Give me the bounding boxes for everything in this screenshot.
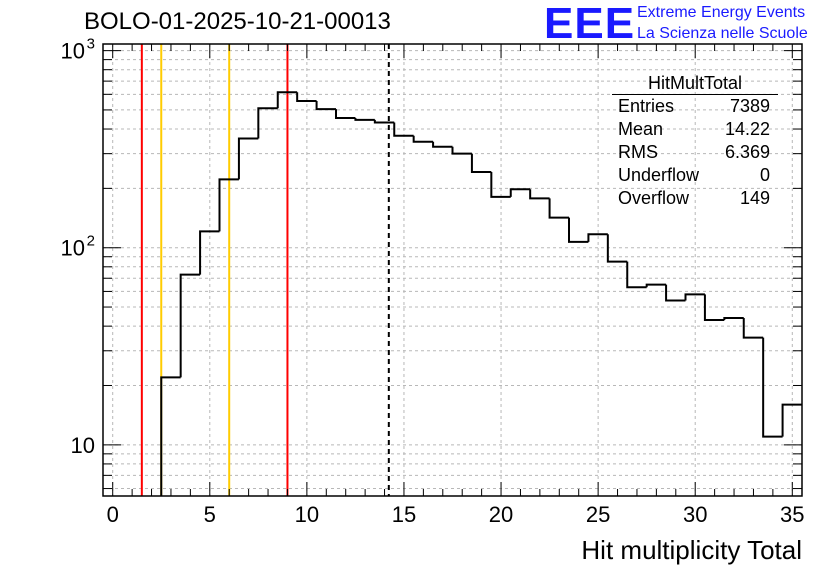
histogram-bin <box>451 146 472 155</box>
histogram-bin <box>160 376 181 496</box>
histogram-bin <box>296 92 317 102</box>
histogram-bin <box>645 283 667 288</box>
histogram-bin <box>490 172 511 198</box>
stats-label: Overflow <box>618 188 690 208</box>
x-tick-label: 5 <box>204 502 216 527</box>
histogram-bin <box>354 118 375 121</box>
stats-row-rms: RMS 6.369 <box>612 141 778 164</box>
run-title: BOLO-01-2025-10-21-00013 <box>84 8 391 35</box>
x-tick-label: 10 <box>295 502 319 527</box>
histogram-bin <box>218 178 239 232</box>
x-tick-label: 0 <box>107 502 119 527</box>
stats-label: Mean <box>618 119 664 139</box>
x-tick-label: 35 <box>780 502 804 527</box>
histogram-bin <box>529 189 550 200</box>
stats-value: 6.369 <box>724 142 770 162</box>
stats-box: HitMultTotal Entries 7389 Mean 14.22 RMS… <box>612 72 778 210</box>
histogram-bin <box>393 122 414 137</box>
stats-row-entries: Entries 7389 <box>612 95 778 118</box>
stats-row-mean: Mean 14.22 <box>612 118 778 141</box>
stats-title: HitMultTotal <box>612 72 778 95</box>
eee-logo: EEE <box>544 0 636 48</box>
marker-lines <box>140 44 390 496</box>
stats-value: 149 <box>739 188 770 208</box>
grid-layer <box>103 44 802 496</box>
histogram-series <box>160 91 802 496</box>
y-tick-label: 10 <box>71 433 95 458</box>
histogram-bin <box>335 109 356 119</box>
stats-label: Entries <box>618 96 675 116</box>
x-tick-label: 30 <box>683 502 707 527</box>
histogram-bin <box>665 284 686 302</box>
histogram-bin <box>179 273 201 378</box>
histogram-bin <box>412 135 434 143</box>
histogram-bin <box>703 294 725 321</box>
histogram-bin <box>199 230 220 275</box>
eee-logo-line2: La Scienza nelle Scuole <box>637 25 808 42</box>
stats-value: 7389 <box>729 96 770 116</box>
histogram-bin <box>432 141 453 148</box>
stats-label: Underflow <box>618 165 700 185</box>
histogram-bin <box>587 233 608 242</box>
histogram-bin <box>257 107 278 139</box>
y-tick-label: 10 <box>61 236 85 261</box>
y-tick-exponent: 2 <box>87 233 95 250</box>
histogram-bin <box>684 293 705 301</box>
histogram-bin <box>509 188 531 197</box>
stats-row-overflow: Overflow 149 <box>612 187 778 210</box>
histogram-bin <box>548 198 569 219</box>
y-tick-exponent: 3 <box>87 36 95 53</box>
stats-value: 14.22 <box>724 119 770 139</box>
histogram-bin <box>723 316 744 320</box>
axes <box>102 43 803 497</box>
histogram-bin <box>568 217 589 243</box>
histogram-bin <box>742 317 764 339</box>
eee-logo-line1: Extreme Energy Events <box>637 4 806 21</box>
x-tick-label: 20 <box>489 502 513 527</box>
stats-value: 0 <box>759 165 770 185</box>
x-axis-title: Hit multiplicity Total <box>581 535 802 565</box>
histogram-bin <box>781 403 802 437</box>
histogram-bin <box>373 119 395 124</box>
histogram-bin <box>315 100 336 111</box>
x-tick-label: 15 <box>392 502 416 527</box>
histogram-bin <box>606 234 628 263</box>
histogram-bin <box>276 91 298 109</box>
x-tick-label: 25 <box>586 502 610 527</box>
stats-row-underflow: Underflow 0 <box>612 164 778 187</box>
y-tick-label: 10 <box>61 39 85 64</box>
histogram-bin <box>237 137 259 180</box>
plot-frame <box>102 43 803 497</box>
stats-label: RMS <box>618 142 658 162</box>
histogram-bin <box>470 153 492 174</box>
histogram-bin <box>762 337 783 438</box>
histogram-bin <box>626 261 647 289</box>
